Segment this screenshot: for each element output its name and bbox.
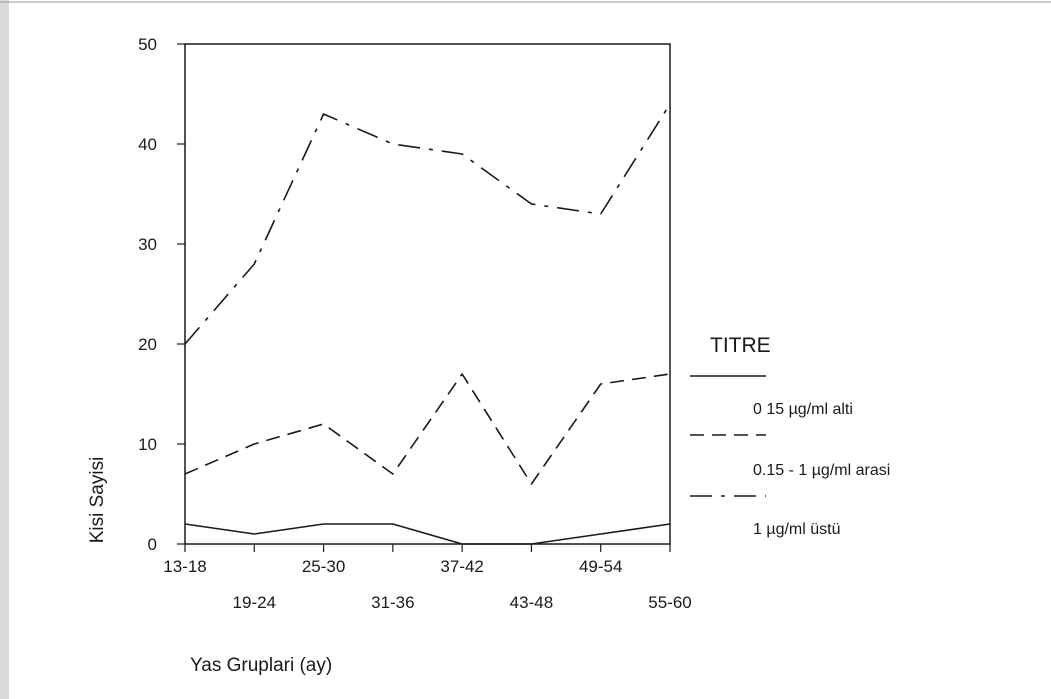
x-tick-label: 55-60 bbox=[648, 593, 691, 612]
legend-label-above-1: 1 µg/ml üstü bbox=[753, 521, 840, 538]
x-tick-label: 13-18 bbox=[163, 557, 206, 576]
x-tick-label: 31-36 bbox=[371, 593, 414, 612]
series-lines bbox=[184, 103, 671, 545]
left-border-band bbox=[0, 0, 9, 699]
y-axis-title: Kisi Sayisi bbox=[87, 457, 108, 544]
legend: TITRE 0 15 µg/ml alti 0.15 - 1 µg/ml ara… bbox=[690, 334, 890, 538]
x-tick-label: 25-30 bbox=[302, 557, 345, 576]
y-tick-label: 50 bbox=[138, 35, 157, 54]
x-axis-ticks: 13-18 19-24 25-30 31-36 37-42 43-48 49-54 55-60 bbox=[163, 544, 692, 612]
series-line-solid bbox=[184, 523, 671, 545]
legend-label-015-to-1: 0.15 - 1 µg/ml arasi bbox=[753, 462, 890, 479]
y-tick-label: 10 bbox=[138, 435, 157, 454]
y-tick-label: 0 bbox=[148, 535, 157, 554]
y-tick-label: 20 bbox=[138, 335, 157, 354]
y-axis-ticks: 0 10 20 30 40 50 bbox=[138, 35, 185, 554]
legend-title: TITRE bbox=[710, 334, 771, 357]
x-axis-title: Yas Gruplari (ay) bbox=[190, 655, 332, 676]
x-tick-label: 37-42 bbox=[440, 557, 483, 576]
series-line-dashdot bbox=[184, 103, 671, 345]
legend-label-below-015: 0 15 µg/ml alti bbox=[753, 401, 853, 418]
x-tick-label: 19-24 bbox=[233, 593, 276, 612]
plot-frame bbox=[184, 43, 671, 545]
x-tick-label: 49-54 bbox=[579, 557, 622, 576]
y-tick-label: 40 bbox=[138, 135, 157, 154]
y-tick-label: 30 bbox=[138, 235, 157, 254]
x-tick-label: 43-48 bbox=[510, 593, 553, 612]
series-line-dashed bbox=[184, 373, 671, 485]
